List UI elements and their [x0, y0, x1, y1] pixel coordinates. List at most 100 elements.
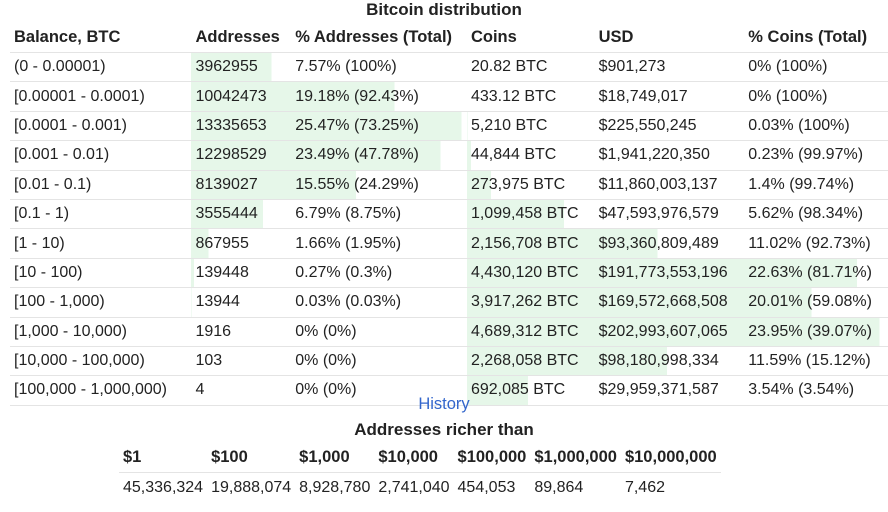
richer-value: 19,888,074 [211, 479, 292, 496]
cell-usd: $202,993,607,065 [594, 316, 745, 347]
table-row: [100,000 - 1,000,000) 4 0% (0%) 692,085 BTC… [10, 375, 888, 406]
richer-values-row: 45,336,324 19,888,074 8,928,780 2,741,040 45… [119, 473, 721, 504]
cell-addresses: 3962955 [191, 51, 292, 82]
cell-addresses: 12298529 [191, 140, 292, 171]
richer-value: 45,336,324 [123, 479, 204, 496]
header-coins: Coins [470, 27, 517, 46]
cell-usd: $11,860,003,137 [594, 169, 745, 200]
cell-balance: [10 - 100) [10, 257, 192, 288]
header-pct-coins: % Coins (Total) [748, 27, 868, 46]
cell-pct-addresses: 0% (0%) [291, 316, 467, 347]
cell-balance: [0.1 - 1) [10, 198, 192, 229]
cell-pct-coins: 0.23% (99.97%) [744, 140, 888, 171]
cell-pct-coins: 11.02% (92.73%) [744, 228, 888, 259]
cell-pct-coins: 23.95% (39.07%) [744, 316, 888, 347]
cell-pct-coins: 20.01% (59.08%) [744, 287, 888, 318]
table-row: (0 - 0.00001) 3962955 7.57% (100%) 20.82 BT… [10, 51, 888, 82]
cell-coins: 2,156,708 BTC [466, 228, 595, 259]
table-row: [10,000 - 100,000) 103 0% (0%) 2,268,058 BT… [10, 345, 888, 376]
cell-coins: 433.12 BTC [466, 81, 595, 112]
cell-usd: $29,959,371,587 [594, 375, 745, 406]
cell-pct-coins: 0% (100%) [744, 81, 888, 112]
cell-coins: 20.82 BTC [466, 51, 595, 82]
cell-addresses: 103 [191, 345, 292, 376]
cell-coins: 3,917,262 BTC [466, 287, 595, 318]
table-row: [0.001 - 0.01) 12298529 23.49% (47.78%) 44,… [10, 140, 888, 171]
cell-balance: [1,000 - 10,000) [10, 316, 192, 347]
header-usd: USD [598, 27, 634, 46]
richer-value: 7,462 [624, 479, 665, 496]
distribution-table: Balance, BTC Addresses % Addresses (Tota… [10, 22, 888, 406]
cell-usd: $901,273 [594, 51, 745, 82]
cell-usd: $47,593,976,579 [594, 198, 745, 229]
richer-header-row: $1 $100 $1,000 $10,000 $100,000 $1,000,000 $10… [119, 442, 721, 473]
distribution-title: Bitcoin distribution [366, 0, 522, 19]
cell-balance: [100,000 - 1,000,000) [10, 375, 192, 406]
cell-pct-addresses: 19.18% (92.43%) [291, 81, 467, 112]
cell-pct-coins: 0% (100%) [744, 51, 888, 82]
cell-addresses: 8139027 [191, 169, 292, 200]
cell-addresses: 139448 [191, 257, 292, 288]
table-row: [0.01 - 0.1) 8139027 15.55% (24.29%) 273,97… [10, 169, 888, 200]
distribution-header-row: Balance, BTC Addresses % Addresses (Tota… [10, 22, 888, 53]
table-row: [1 - 10) 867955 1.66% (1.95%) 2,156,708 BTC… [10, 228, 888, 259]
table-row: [100 - 1,000) 13944 0.03% (0.03%) 3,917,262… [10, 287, 888, 318]
history-link[interactable]: History [418, 395, 470, 413]
cell-pct-coins: 22.63% (81.71%) [744, 257, 888, 288]
cell-coins: 1,099,458 BTC [466, 198, 595, 229]
cell-balance: [0.01 - 0.1) [10, 169, 192, 200]
cell-balance: [10,000 - 100,000) [10, 345, 192, 376]
cell-coins: 273,975 BTC [466, 169, 595, 200]
cell-pct-addresses: 0.27% (0.3%) [291, 257, 467, 288]
table-row: [10 - 100) 139448 0.27% (0.3%) 4,430,120 BT… [10, 257, 888, 288]
cell-balance: (0 - 0.00001) [10, 51, 192, 82]
cell-pct-addresses: 23.49% (47.78%) [291, 140, 467, 171]
cell-coins: 4,689,312 BTC [466, 316, 595, 347]
cell-balance: [1 - 10) [10, 228, 192, 259]
cell-balance: [100 - 1,000) [10, 287, 192, 318]
cell-coins: 692,085 BTC [466, 375, 595, 406]
cell-pct-addresses: 7.57% (100%) [291, 51, 467, 82]
richer-header: $100,000 [453, 442, 531, 473]
richer-table: $1 $100 $1,000 $10,000 $100,000 $1,000,000 $10… [119, 442, 721, 503]
header-pct-addresses: % Addresses (Total) [295, 27, 453, 46]
cell-coins: 4,430,120 BTC [466, 257, 595, 288]
cell-usd: $169,572,668,508 [594, 287, 745, 318]
cell-addresses: 867955 [191, 228, 292, 259]
header-addresses: Addresses [195, 27, 280, 46]
cell-balance: [0.001 - 0.01) [10, 140, 192, 171]
richer-value: 8,928,780 [299, 479, 371, 496]
table-row: [1,000 - 10,000) 1916 0% (0%) 4,689,312 BTC… [10, 316, 888, 347]
cell-pct-addresses: 25.47% (73.25%) [291, 110, 467, 141]
cell-coins: 44,844 BTC [466, 140, 595, 171]
cell-usd: $1,941,220,350 [594, 140, 745, 171]
cell-pct-coins: 11.59% (15.12%) [744, 345, 888, 376]
table-row: [0.00001 - 0.0001) 10042473 19.18% (92.43%… [10, 81, 888, 112]
richer-value: 454,053 [457, 479, 516, 496]
header-balance: Balance, BTC [14, 27, 121, 46]
cell-usd: $191,773,553,196 [594, 257, 745, 288]
table-row: [0.1 - 1) 3555444 6.79% (8.75%) 1,099,458 B… [10, 198, 888, 229]
cell-pct-coins: 5.62% (98.34%) [744, 198, 888, 229]
cell-usd: $93,360,809,489 [594, 228, 745, 259]
cell-addresses: 4 [191, 375, 292, 406]
cell-addresses: 13944 [191, 287, 292, 318]
cell-addresses: 3555444 [191, 198, 292, 229]
richer-value: 89,864 [534, 479, 584, 496]
richer-header: $10,000,000 [620, 442, 721, 473]
richer-header: $1,000 [295, 442, 375, 473]
richer-value: 2,741,040 [378, 479, 450, 496]
table-row: [0.0001 - 0.001) 13335653 25.47% (73.25%) 5… [10, 110, 888, 141]
cell-pct-coins: 3.54% (3.54%) [744, 375, 888, 406]
cell-pct-addresses: 1.66% (1.95%) [291, 228, 467, 259]
cell-usd: $18,749,017 [594, 81, 745, 112]
cell-balance: [0.0001 - 0.001) [10, 110, 192, 141]
richer-header: $10,000 [374, 442, 454, 473]
cell-pct-addresses: 15.55% (24.29%) [291, 169, 467, 200]
cell-coins: 2,268,058 BTC [466, 345, 595, 376]
cell-pct-coins: 1.4% (99.74%) [744, 169, 888, 200]
cell-addresses: 10042473 [191, 81, 292, 112]
richer-header: $1 [119, 442, 208, 473]
cell-usd: $98,180,998,334 [594, 345, 745, 376]
